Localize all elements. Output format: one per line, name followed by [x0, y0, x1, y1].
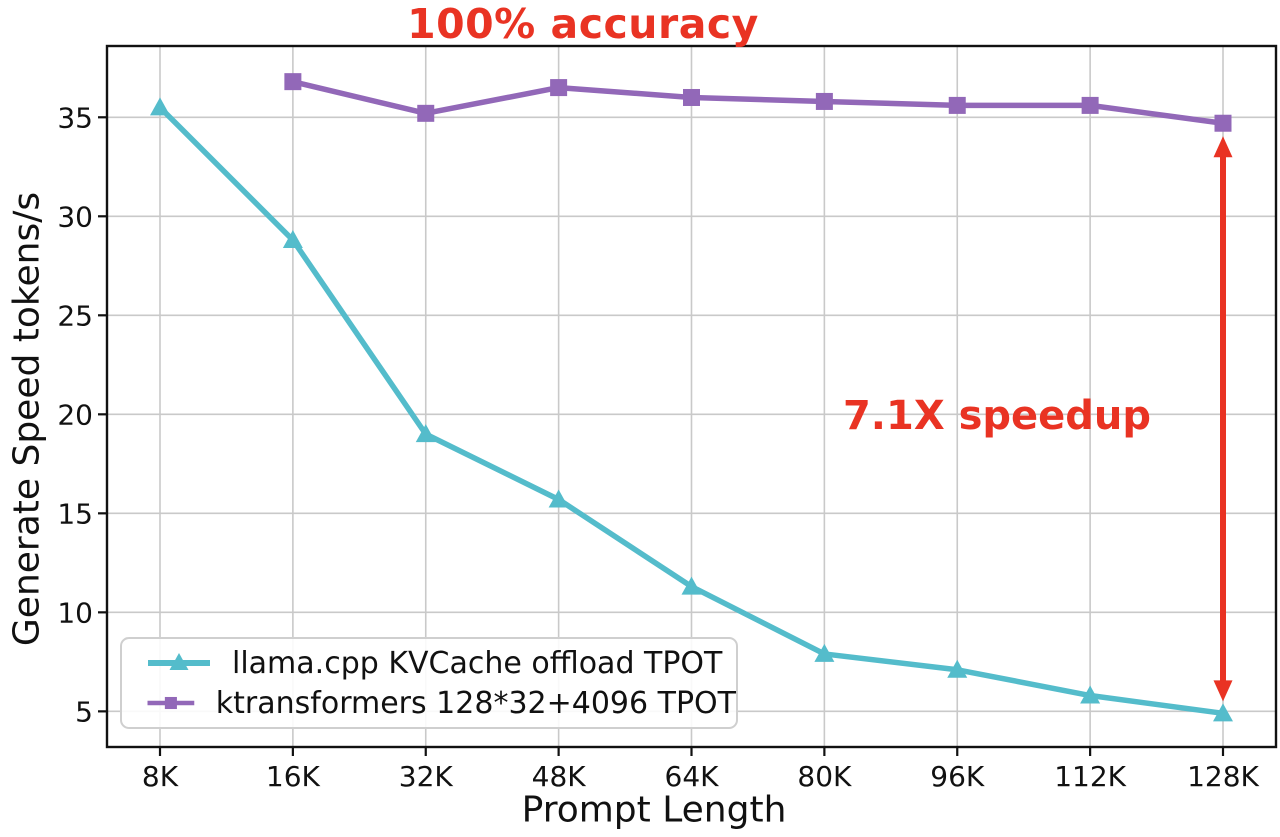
speedup-arrow-head-down	[1213, 680, 1233, 702]
square-marker	[1214, 114, 1232, 132]
legend-line-square-icon	[147, 696, 195, 710]
y-tick-label: 25	[57, 299, 93, 332]
triangle-marker	[150, 97, 170, 116]
y-tick-label: 35	[57, 101, 93, 134]
legend-item-ktransformers: ktransformers 128*32+4096 TPOT	[146, 686, 736, 721]
square-marker	[1081, 96, 1099, 114]
legend-item-llamacpp: llama.cpp KVCache offload TPOT	[146, 646, 736, 681]
legend-label-llamacpp: llama.cpp KVCache offload TPOT	[232, 645, 723, 681]
y-tick-label: 15	[57, 497, 93, 530]
x-tick-label: 8K	[142, 760, 179, 793]
y-tick-label: 5	[75, 695, 93, 728]
square-marker	[948, 96, 966, 114]
x-tick-label: 96K	[930, 760, 985, 793]
speedup-annotation: 7.1X speedup	[842, 393, 1152, 439]
x-tick-label: 32K	[399, 760, 454, 793]
square-marker	[417, 104, 435, 122]
square-marker	[284, 73, 302, 91]
accuracy-annotation: 100% accuracy	[407, 0, 759, 48]
x-tick-label: 112K	[1054, 760, 1126, 793]
x-tick-label: 128K	[1187, 760, 1259, 793]
triangle-marker	[415, 424, 436, 443]
legend-label-ktransformers: ktransformers 128*32+4096 TPOT	[215, 685, 736, 721]
triangle-marker	[1213, 703, 1233, 722]
square-marker	[683, 88, 700, 106]
triangle-marker	[681, 576, 702, 595]
x-tick-label: 64K	[665, 760, 720, 793]
y-tick-label: 20	[57, 398, 93, 431]
triangle-marker	[548, 489, 569, 508]
legend-line-triangle-icon	[148, 653, 210, 670]
triangle-marker	[1080, 685, 1101, 704]
y-axis-title: Generate Speed tokens/s	[6, 191, 48, 647]
series-line-1	[290, 78, 1226, 126]
square-marker	[815, 92, 833, 110]
square-marker	[550, 79, 568, 97]
triangle-marker	[282, 230, 303, 249]
y-tick-label: 30	[57, 200, 93, 233]
triangle-marker	[947, 659, 968, 678]
x-tick-label: 48K	[532, 760, 587, 793]
triangle-marker	[814, 643, 835, 662]
x-axis-title: Prompt Length	[521, 789, 787, 831]
speedup-arrow-head-up	[1213, 136, 1233, 158]
y-tick-label: 10	[57, 596, 93, 629]
x-tick-label: 16K	[266, 760, 321, 793]
legend: llama.cpp KVCache offload TPOT ktransfor…	[120, 637, 738, 729]
x-tick-label: 80K	[797, 760, 852, 793]
